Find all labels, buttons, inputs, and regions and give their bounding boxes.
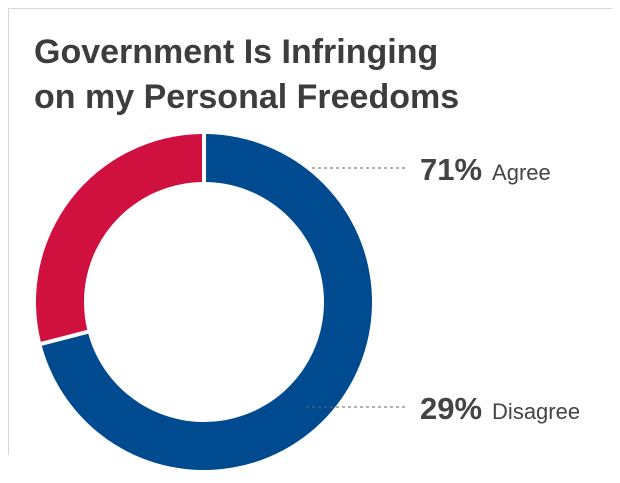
slice-label-disagree: 29% Disagree — [420, 391, 580, 426]
chart-title-line-1: Government Is Infringing — [34, 33, 439, 71]
chart-frame-left-border — [8, 8, 9, 455]
slice-labels: 71% Agree 29% Disagree — [420, 152, 580, 426]
slice-category-agree: Agree — [492, 160, 551, 185]
donut-slices — [35, 134, 373, 470]
chart-frame-top-border — [8, 8, 612, 9]
slice-percent-agree: 71% — [420, 152, 482, 187]
label-leaders — [306, 167, 406, 408]
chart-title: Government Is Infringing on my Personal … — [34, 30, 554, 120]
slice-disagree — [35, 134, 202, 342]
slice-percent-disagree: 29% — [420, 391, 482, 426]
chart-title-line-2: on my Personal Freedoms — [34, 78, 460, 116]
slice-category-disagree: Disagree — [492, 399, 580, 424]
slice-label-agree: 71% Agree — [420, 152, 551, 187]
